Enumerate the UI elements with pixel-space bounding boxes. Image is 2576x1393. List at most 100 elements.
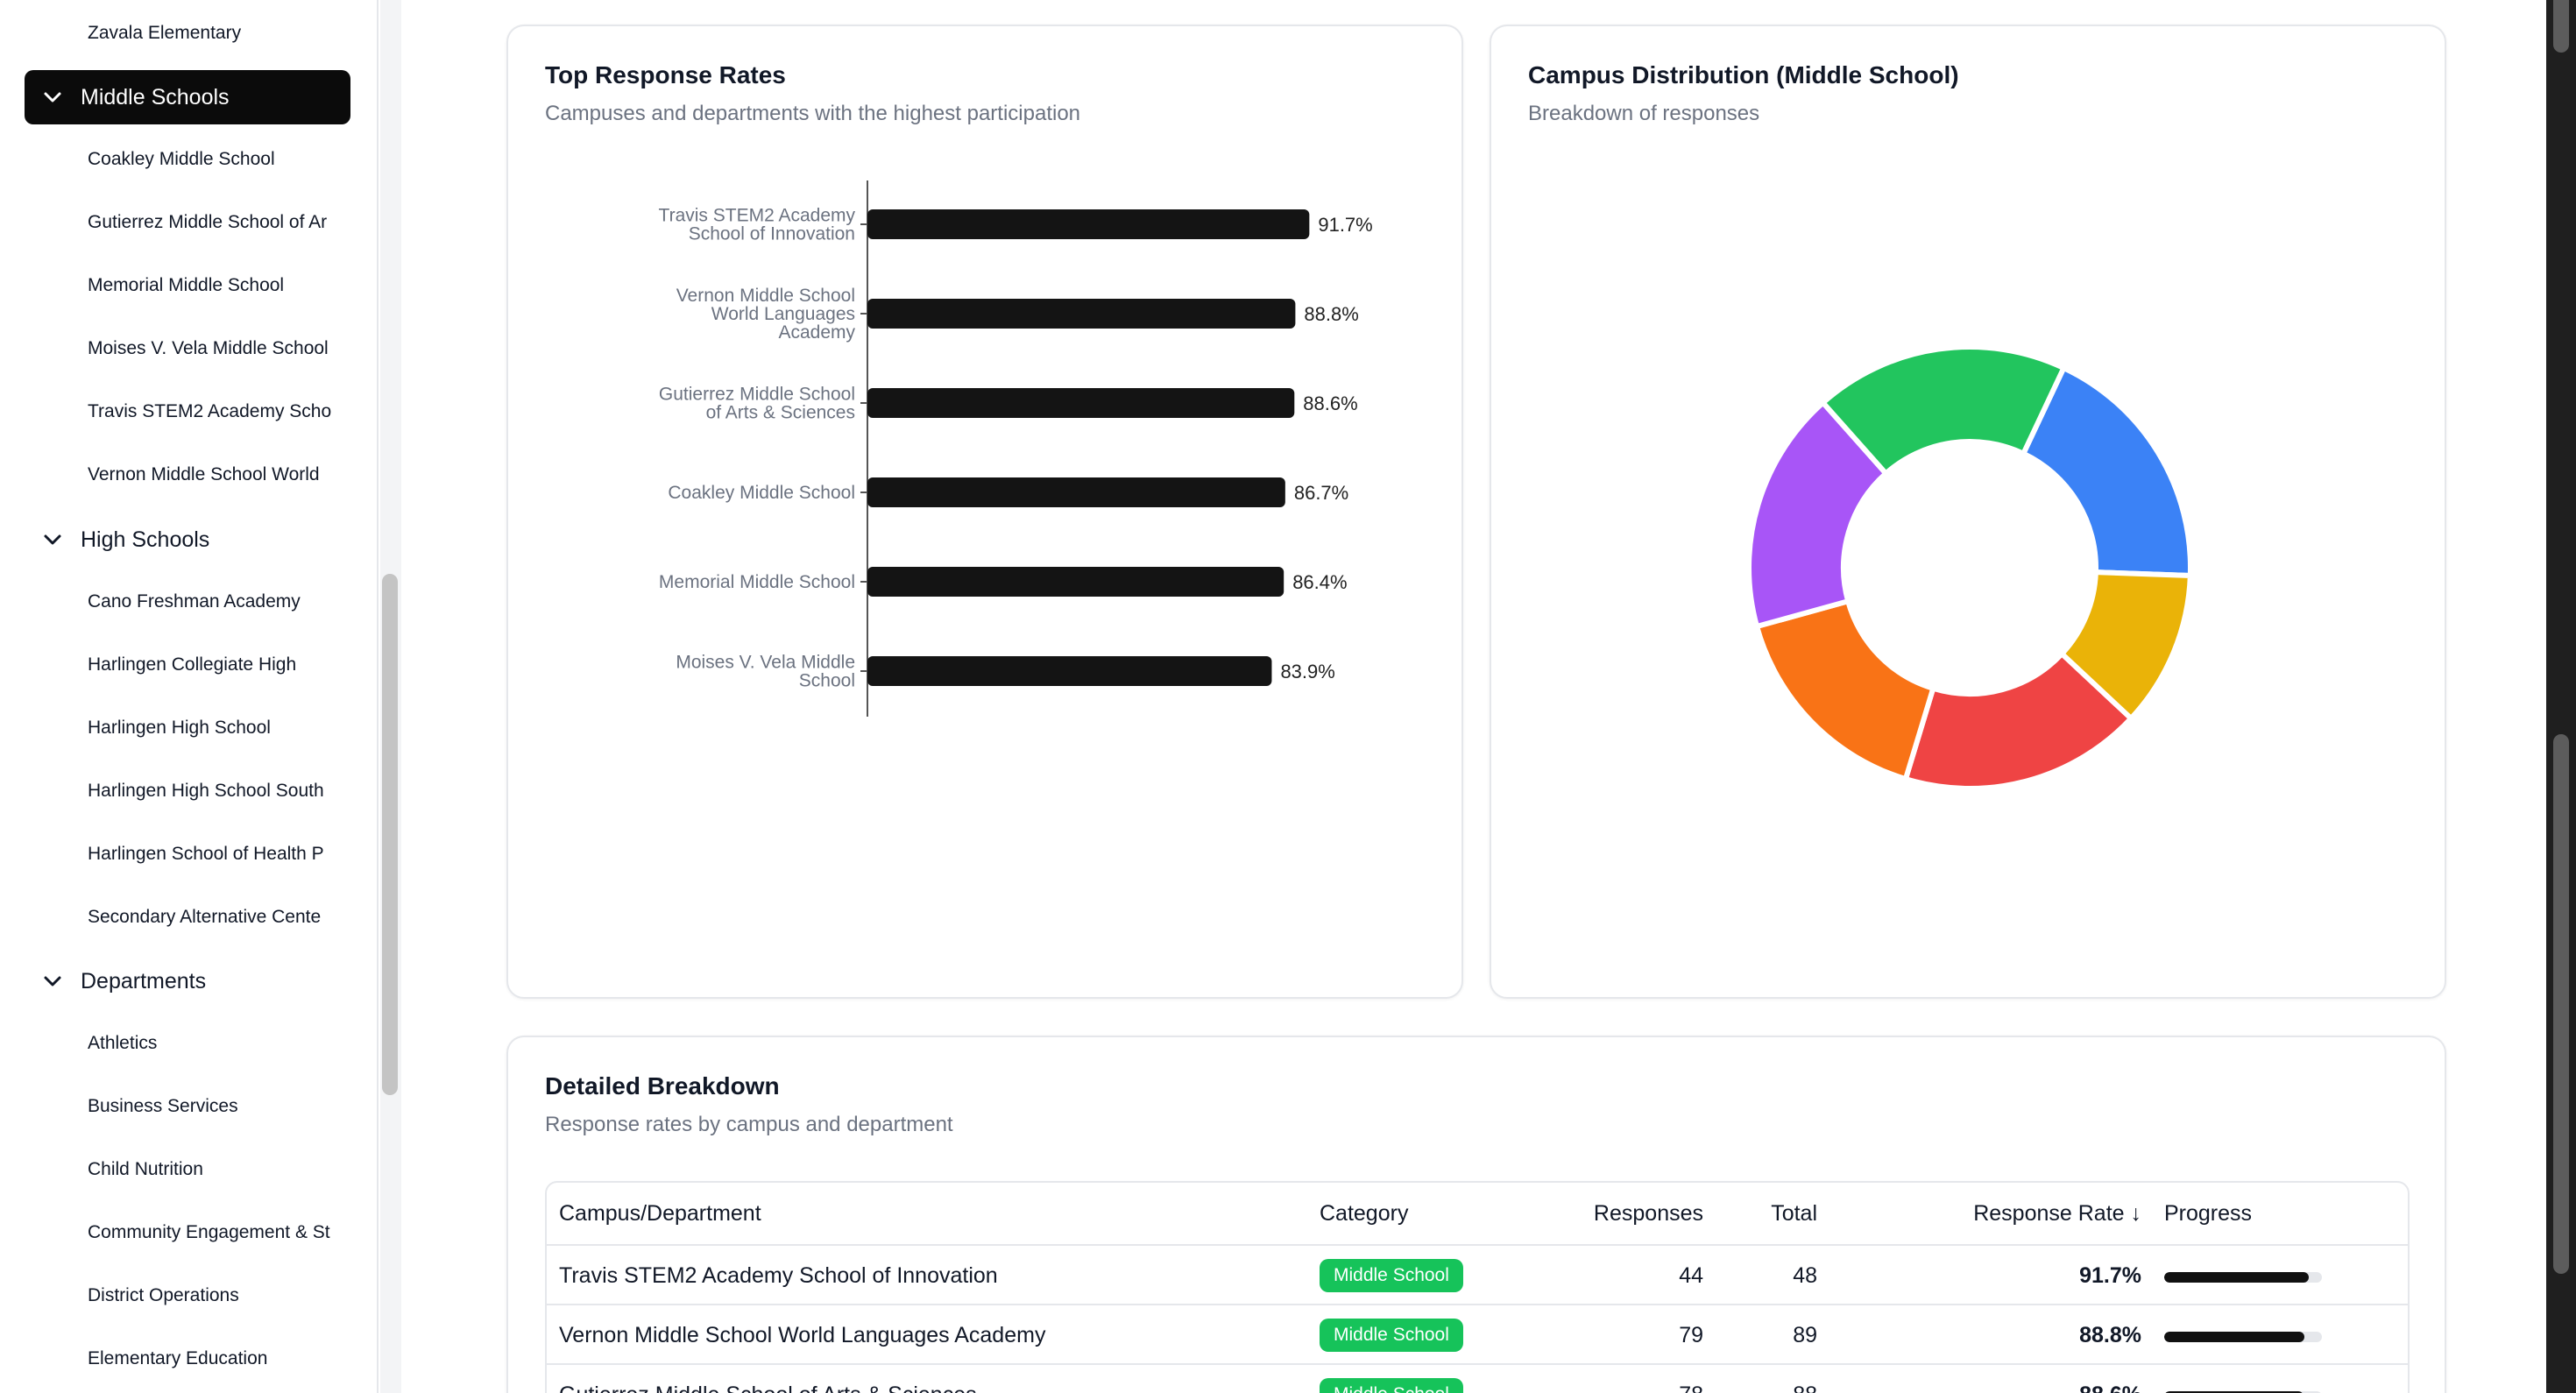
table-row[interactable]: Travis STEM2 Academy School of Innovatio… bbox=[547, 1244, 2408, 1305]
bar[interactable] bbox=[867, 477, 1285, 507]
detailed-breakdown-card: Detailed Breakdown Response rates by cam… bbox=[506, 1036, 2446, 1393]
bar-category-label: Coakley Middle School bbox=[668, 483, 855, 503]
sidebar-group-label: Middle Schools bbox=[81, 84, 230, 110]
column-header-total[interactable]: Total bbox=[1771, 1200, 1817, 1226]
bar-category-label: of Arts & Sciences bbox=[706, 403, 855, 423]
column-header-response-rate[interactable]: Response Rate ↓ bbox=[1973, 1200, 2141, 1226]
bar-category-label: Academy bbox=[778, 322, 855, 343]
donut-slice[interactable] bbox=[1746, 400, 1889, 630]
chevron-down-icon bbox=[25, 91, 81, 103]
sidebar-item-gutierrez[interactable]: Gutierrez Middle School of Ar bbox=[88, 212, 328, 232]
table-row[interactable]: Vernon Middle School World Languages Aca… bbox=[547, 1304, 2408, 1365]
sidebar-item-harlingen-collegiate[interactable]: Harlingen Collegiate High bbox=[88, 654, 297, 675]
bar[interactable] bbox=[867, 388, 1295, 418]
main-scrollbar-thumb[interactable] bbox=[2553, 734, 2569, 1274]
sidebar-item-harlingen-high[interactable]: Harlingen High School bbox=[88, 718, 271, 738]
table-row[interactable]: Gutierrez Middle School of Arts & Scienc… bbox=[547, 1363, 2408, 1393]
bar-category-label: Travis STEM2 Academy bbox=[659, 206, 856, 226]
sidebar-item-district-operations[interactable]: District Operations bbox=[88, 1285, 239, 1305]
donut-slice[interactable] bbox=[2020, 365, 2193, 578]
cell-responses: 79 bbox=[1679, 1322, 1703, 1347]
cell-category: Middle School bbox=[1320, 1365, 1463, 1393]
cell-response-rate: 88.6% bbox=[1861, 1365, 2141, 1393]
sidebar-item-business-services[interactable]: Business Services bbox=[88, 1096, 238, 1116]
cell-campus: Travis STEM2 Academy School of Innovatio… bbox=[559, 1262, 998, 1288]
sidebar-item-moises-vela[interactable]: Moises V. Vela Middle School bbox=[88, 338, 329, 358]
card-subtitle: Response rates by campus and department bbox=[545, 1113, 953, 1136]
sidebar-group-departments[interactable]: Departments bbox=[25, 954, 350, 1008]
bar-value-label: 86.4% bbox=[1292, 571, 1347, 593]
bar-category-label: Moises V. Vela Middle bbox=[676, 653, 855, 673]
card-title: Top Response Rates bbox=[545, 61, 786, 88]
bar-value-label: 88.6% bbox=[1303, 392, 1357, 414]
cell-responses: 44 bbox=[1679, 1262, 1703, 1288]
sidebar-item-community-engagement[interactable]: Community Engagement & St bbox=[88, 1222, 330, 1242]
donut-slice[interactable] bbox=[1902, 651, 2134, 791]
sidebar-item-child-nutrition[interactable]: Child Nutrition bbox=[88, 1159, 203, 1179]
campus-distribution-donut-chart bbox=[1746, 344, 2193, 791]
sidebar-item-travis-stem2[interactable]: Travis STEM2 Academy Scho bbox=[88, 401, 332, 421]
sidebar-item-elementary-education[interactable]: Elementary Education bbox=[88, 1348, 268, 1368]
sidebar-item-athletics[interactable]: Athletics bbox=[88, 1033, 158, 1053]
cell-total: 89 bbox=[1793, 1322, 1817, 1347]
cell-category: Middle School bbox=[1320, 1246, 1463, 1305]
bar-value-label: 88.8% bbox=[1304, 303, 1358, 325]
bar-value-label: 86.7% bbox=[1294, 482, 1348, 504]
chevron-down-icon bbox=[25, 534, 81, 546]
bar-category-label: World Languages bbox=[711, 304, 855, 324]
cell-campus: Vernon Middle School World Languages Aca… bbox=[559, 1322, 1046, 1347]
column-header-progress[interactable]: Progress bbox=[2164, 1200, 2253, 1226]
cell-response-rate: 91.7% bbox=[2079, 1262, 2141, 1288]
card-subtitle: Campuses and departments with the highes… bbox=[545, 102, 1081, 125]
donut-slice[interactable] bbox=[1754, 598, 1936, 782]
bar-category-label: School of Innovation bbox=[689, 224, 855, 244]
bar[interactable] bbox=[867, 656, 1272, 686]
sidebar-scrollbar-thumb[interactable] bbox=[382, 574, 398, 1095]
sidebar-item-memorial[interactable]: Memorial Middle School bbox=[88, 275, 285, 295]
main-scrollbar-segment bbox=[2553, 0, 2569, 53]
cell-response-rate: 88.8% bbox=[2079, 1322, 2141, 1347]
bar-category-label: Memorial Middle School bbox=[659, 572, 855, 592]
donut-slice[interactable] bbox=[1820, 344, 2067, 477]
cell-campus: Gutierrez Middle School of Arts & Scienc… bbox=[559, 1365, 977, 1393]
sidebar-group-high-schools[interactable]: High Schools bbox=[25, 513, 350, 567]
sidebar-item-harlingen-health[interactable]: Harlingen School of Health P bbox=[88, 844, 324, 864]
sidebar-item-cano[interactable]: Cano Freshman Academy bbox=[88, 591, 301, 612]
progress-bar bbox=[2164, 1332, 2322, 1342]
column-header-campus[interactable]: Campus/Department bbox=[559, 1200, 761, 1226]
sidebar-item-harlingen-high-south[interactable]: Harlingen High School South bbox=[88, 781, 324, 801]
bar[interactable] bbox=[867, 299, 1296, 329]
sidebar-group-label: High Schools bbox=[81, 527, 210, 552]
card-title: Detailed Breakdown bbox=[545, 1072, 780, 1100]
bar[interactable] bbox=[867, 209, 1310, 239]
bar-category-label: Gutierrez Middle School bbox=[659, 385, 855, 405]
progress-bar-fill bbox=[2164, 1332, 2304, 1342]
cell-category: Middle School bbox=[1320, 1305, 1463, 1365]
progress-bar-fill bbox=[2164, 1391, 2304, 1393]
chevron-down-icon bbox=[25, 975, 81, 987]
cell-total: 88 bbox=[1721, 1365, 1817, 1393]
sidebar-item-vernon[interactable]: Vernon Middle School World bbox=[88, 464, 320, 484]
breakdown-table: Campus/Department Category Responses Tot… bbox=[545, 1181, 2410, 1393]
bar[interactable] bbox=[867, 567, 1284, 597]
category-badge: Middle School bbox=[1320, 1319, 1463, 1352]
category-badge: Middle School bbox=[1320, 1378, 1463, 1393]
card-title: Campus Distribution (Middle School) bbox=[1528, 61, 1959, 88]
category-badge: Middle School bbox=[1320, 1259, 1463, 1292]
campus-distribution-card: Campus Distribution (Middle School) Brea… bbox=[1490, 25, 2446, 999]
sidebar-item-secondary-alternative[interactable]: Secondary Alternative Cente bbox=[88, 907, 322, 927]
sidebar: Zavala Elementary Middle Schools Coakley… bbox=[0, 0, 379, 1393]
progress-bar bbox=[2164, 1391, 2322, 1393]
bar-category-label: Vernon Middle School bbox=[676, 286, 855, 306]
sidebar-item-zavala-elementary[interactable]: Zavala Elementary bbox=[88, 23, 242, 43]
sidebar-item-coakley[interactable]: Coakley Middle School bbox=[88, 149, 275, 169]
column-header-category[interactable]: Category bbox=[1320, 1200, 1409, 1226]
sidebar-group-middle-schools[interactable]: Middle Schools bbox=[25, 70, 350, 124]
bar-category-label: School bbox=[799, 671, 855, 691]
progress-bar bbox=[2164, 1272, 2322, 1283]
progress-bar-fill bbox=[2164, 1272, 2310, 1283]
bar-value-label: 83.9% bbox=[1280, 661, 1334, 682]
column-header-responses[interactable]: Responses bbox=[1593, 1200, 1703, 1226]
top-response-rates-card: Top Response Rates Campuses and departme… bbox=[506, 25, 1463, 999]
